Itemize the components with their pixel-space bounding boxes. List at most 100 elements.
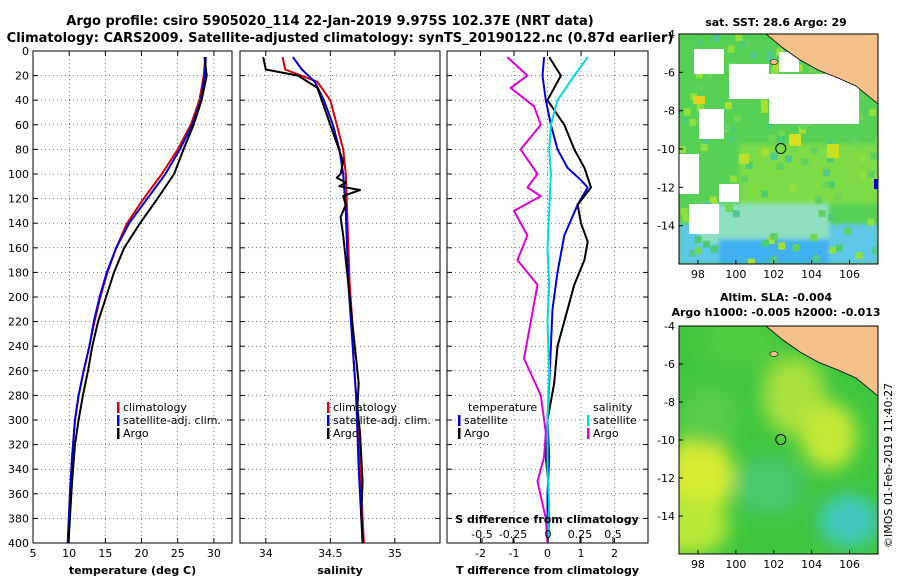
island (769, 351, 779, 357)
sst-map-panel: sat. SST: 28.6 Argo: 29 98 100 102 104 106 -4… (657, 16, 879, 281)
legend-swatch (327, 428, 330, 439)
secondary-x-tick-label: -0.5 (471, 528, 492, 541)
x-tick-label: 2 (611, 547, 618, 560)
y-tick-label: 120 (8, 193, 29, 206)
x-axis-label: salinity (317, 564, 363, 577)
y-tick-label: -14 (657, 220, 675, 233)
difference-panel: -2 -1 0 1 2 T difference from climatology -0.5… (446, 50, 649, 577)
x-tick-label: 104 (801, 558, 822, 571)
series-line-temperature-argo (544, 56, 592, 544)
cloud-gap (679, 154, 699, 194)
island (769, 59, 779, 65)
x-tick-label: 106 (839, 558, 860, 571)
y-tick-label: 140 (8, 217, 29, 230)
sla-map-title: Altim. SLA: -0.004 (720, 291, 832, 304)
secondary-x-tick-label: -0.25 (499, 528, 527, 541)
y-tick-label: -12 (657, 472, 675, 485)
x-tick-label: 20 (135, 547, 149, 560)
legend-label: satellite-adj. clim. (123, 414, 221, 427)
x-tick-label: 104 (801, 268, 822, 281)
salinity-panel: 34 34.5 35 salinity climatologysatellite-adj… (239, 50, 441, 577)
y-tick-label: -6 (664, 66, 675, 79)
secondary-x-tick-label: 0.5 (604, 528, 622, 541)
y-tick-label: -10 (657, 434, 675, 447)
imos-watermark: ©IMOS 01-Feb-2019 11:40:27 (882, 383, 895, 548)
series-line-satellite-adj-clim- (66, 57, 207, 544)
y-tick-label: -8 (664, 396, 675, 409)
legend-title-salinity: salinity (593, 401, 633, 414)
x-axis-label: temperature (deg C) (69, 564, 196, 577)
series-line-argo (67, 56, 208, 544)
y-tick-label: -12 (657, 181, 675, 194)
legend-label: satellite (593, 414, 637, 427)
y-tick-label: 280 (8, 389, 29, 402)
sst-map-title: sat. SST: 28.6 Argo: 29 (705, 16, 847, 29)
y-tick-label: 400 (8, 537, 29, 550)
y-tick-label: 360 (8, 488, 29, 501)
y-tick-label: 220 (8, 316, 29, 329)
y-tick-label: 60 (15, 119, 29, 132)
x-tick-label: 34.5 (318, 547, 343, 560)
y-tick-label: 160 (8, 242, 29, 255)
temperature-frame (32, 50, 233, 544)
x-tick-label: 5 (30, 547, 37, 560)
legend-label: Argo (123, 427, 149, 440)
y-tick-label: -14 (657, 510, 675, 523)
argo-position-marker (775, 434, 787, 446)
cloud-gap (779, 52, 799, 72)
series-line-argo (262, 56, 364, 544)
temperature-panel: 0 20 40 60 80 100 120 140 160 180 200 220 240 260 280 3… (8, 45, 233, 577)
legend-title-temperature: temperature (468, 401, 537, 414)
legend-label: satellite-adj. clim. (333, 414, 431, 427)
series-line-salinity-satellite (546, 56, 589, 544)
legend-label: satellite (464, 414, 508, 427)
x-tick-label: 100 (725, 268, 746, 281)
y-tick-label: 380 (8, 512, 29, 525)
secondary-x-tick-label: 0 (545, 528, 552, 541)
legend-swatch (117, 415, 120, 426)
legend-swatch (587, 415, 590, 426)
legend-swatch (327, 415, 330, 426)
secondary-x-axis-label: S difference from climatology (455, 513, 639, 526)
cloud-gap (719, 184, 739, 202)
cloud-gap (729, 64, 769, 99)
argo-position-marker (775, 143, 787, 155)
y-tick-label: -4 (664, 320, 675, 333)
cloud-gap (694, 49, 724, 74)
y-tick-label: 100 (8, 168, 29, 181)
y-tick-label: 40 (15, 94, 29, 107)
x-tick-label: 98 (691, 268, 705, 281)
x-tick-label: 100 (725, 558, 746, 571)
cloud-gap (689, 204, 719, 234)
land-mass (765, 34, 878, 105)
series-line-satellite-adj-clim- (292, 56, 364, 544)
title-line-1: Argo profile: csiro 5905020_114 22-Jan-2… (66, 14, 593, 29)
legend-label: Argo (593, 427, 619, 440)
x-tick-label: 1 (578, 547, 585, 560)
y-tick-label: 0 (22, 45, 29, 58)
y-tick-label: 20 (15, 70, 29, 83)
legend-label: climatology (333, 401, 397, 414)
x-tick-label: 0 (544, 547, 551, 560)
x-tick-label: 106 (839, 268, 860, 281)
y-tick-label: -6 (664, 358, 675, 371)
y-tick-label: 260 (8, 365, 29, 378)
x-tick-label: 102 (763, 558, 784, 571)
x-tick-label: 35 (388, 547, 402, 560)
legend-label: Argo (333, 427, 359, 440)
legend-swatch (587, 428, 590, 439)
x-axis-label: T difference from climatology (456, 564, 639, 577)
cloud-gap (699, 109, 724, 139)
legend-swatch (458, 415, 461, 426)
y-tick-label: 200 (8, 291, 29, 304)
legend-swatch (117, 428, 120, 439)
x-tick-label: 34 (259, 547, 273, 560)
x-tick-label: 25 (171, 547, 185, 560)
series-line-climatology (281, 56, 365, 544)
legend-swatch (117, 402, 120, 413)
y-tick-label: 240 (8, 340, 29, 353)
y-tick-label: -8 (664, 105, 675, 118)
secondary-x-tick-label: 0.25 (568, 528, 593, 541)
series-line-salinity-argo (506, 56, 549, 544)
y-tick-label: 80 (15, 143, 29, 156)
